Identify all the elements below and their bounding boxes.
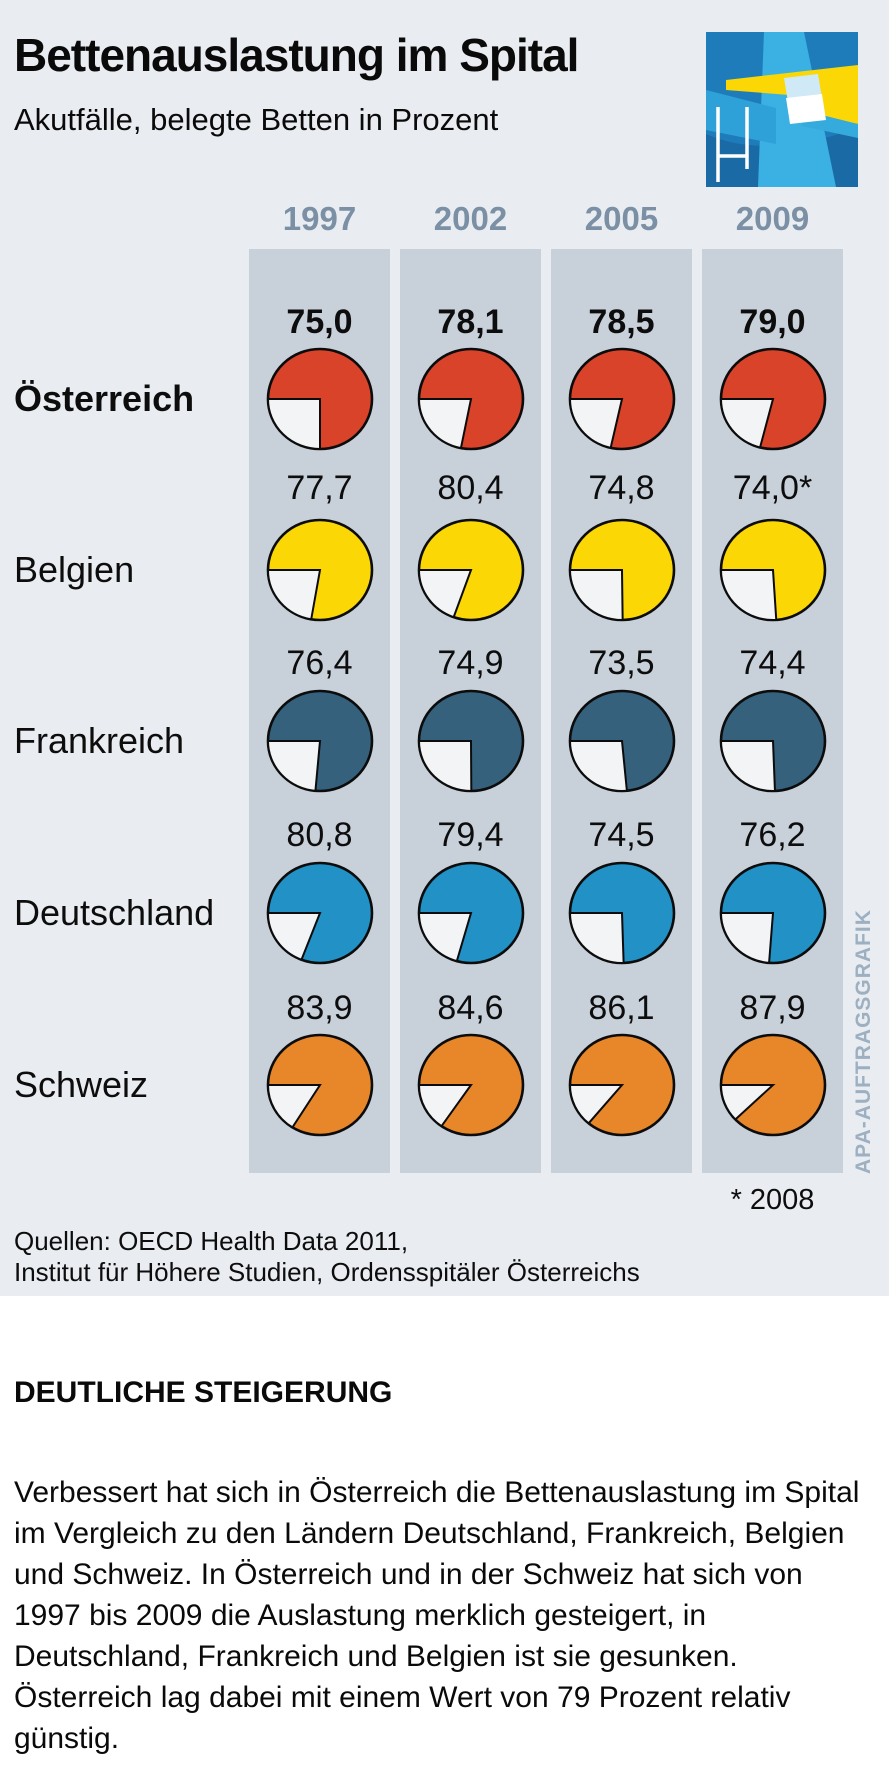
pie-chart (719, 518, 826, 622)
pie-empty-slice (568, 912, 625, 964)
logo-letter-h (716, 107, 749, 182)
country-label: Deutschland (14, 892, 215, 933)
pie-empty-slice (719, 569, 777, 621)
pie-chart (568, 347, 675, 451)
pie-chart (719, 347, 826, 451)
article-body: Verbessert hat sich in Österreich die Be… (14, 1476, 860, 1755)
pie-value-label: 74,8 (588, 469, 655, 507)
pie-empty-slice (417, 1084, 473, 1128)
logo-pale-square (784, 74, 822, 102)
pie-chart (719, 861, 826, 965)
pie-chart (417, 518, 524, 622)
pie-value-label: 84,6 (437, 989, 504, 1027)
pie-empty-slice (568, 740, 628, 792)
country-label: Schweiz (14, 1064, 149, 1105)
pie-empty-slice (719, 912, 774, 964)
chart-subtitle: Akutfälle, belegte Betten in Prozent (14, 102, 499, 137)
page-title: Bettenauslastung im Spital (14, 29, 579, 81)
pie-value-label: 73,5 (588, 644, 655, 682)
pie-value-label: 77,7 (286, 469, 353, 507)
pie-value-label: 83,9 (286, 989, 353, 1027)
pie-chart (266, 861, 373, 965)
pie-chart (266, 518, 373, 622)
pie-empty-slice (568, 569, 624, 622)
pie-empty-slice (266, 912, 321, 961)
country-label: Österreich (14, 378, 195, 419)
source-line-2: Institut für Höhere Studien, Ordensspitä… (14, 1257, 640, 1287)
year-label-2009: 2009 (735, 200, 810, 237)
logo-white-square (786, 94, 826, 124)
pie-value-label: 80,4 (437, 469, 504, 507)
pie-empty-slice (266, 1084, 322, 1129)
pie-value-label: 74,0* (732, 469, 813, 507)
source-credit: Quellen: OECD Health Data 2011, Institut… (14, 1226, 640, 1288)
footnote: * 2008 (730, 1184, 815, 1216)
pie-empty-slice (417, 398, 472, 450)
pie-chart (417, 689, 524, 793)
pie-chart (568, 861, 675, 965)
pie-value-label: 74,4 (739, 644, 806, 682)
pie-empty-slice (719, 740, 776, 792)
pie-value-label: 78,1 (437, 303, 504, 341)
pie-value-label: 78,5 (588, 303, 655, 341)
pie-chart (417, 347, 524, 451)
pie-value-label: 74,9 (437, 644, 504, 682)
pie-value-label: 79,4 (437, 816, 504, 854)
pie-chart (266, 689, 373, 793)
article-headline: DEUTLICHE STEIGERUNG (14, 1376, 393, 1409)
pie-chart (266, 347, 373, 451)
year-label-1997: 1997 (282, 200, 357, 237)
pie-value-label: 74,5 (588, 816, 655, 854)
pie-empty-slice (266, 569, 321, 621)
pie-empty-slice (417, 569, 472, 619)
country-label: Belgien (14, 549, 135, 590)
pie-value-label: 79,0 (739, 303, 806, 341)
logo-left-band (706, 90, 776, 144)
pie-chart (417, 861, 524, 965)
agency-watermark: APA-AUFTRAGSGRAFIK (852, 909, 875, 1174)
pie-chart (417, 1033, 524, 1137)
pie-value-label: 75,0 (286, 303, 353, 341)
pie-empty-slice (417, 740, 472, 793)
pie-empty-slice (266, 398, 321, 451)
year-label-2002: 2002 (433, 200, 508, 237)
hospital-logo (706, 32, 858, 187)
pie-chart (568, 689, 675, 793)
pie-value-label: 80,8 (286, 816, 353, 854)
pie-chart (719, 689, 826, 793)
source-line-1: Quellen: OECD Health Data 2011, (14, 1226, 409, 1256)
pie-empty-slice (266, 740, 321, 792)
pie-value-label: 86,1 (588, 989, 655, 1027)
pie-chart (719, 1033, 826, 1137)
country-label: Frankreich (14, 720, 185, 761)
pie-empty-slice (719, 398, 774, 449)
pie-chart (568, 1033, 675, 1137)
pie-empty-slice (568, 398, 623, 449)
pie-value-label: 76,4 (286, 644, 353, 682)
pie-chart (568, 518, 675, 622)
infographic-panel: Bettenauslastung im Spital Akutfälle, be… (0, 0, 889, 1296)
pie-empty-slice (719, 1084, 776, 1121)
pie-empty-slice (568, 1084, 624, 1125)
year-label-2005: 2005 (584, 200, 659, 237)
pie-chart (266, 1033, 373, 1137)
pie-empty-slice (417, 912, 472, 963)
pie-value-label: 87,9 (739, 989, 806, 1027)
pie-value-label: 76,2 (739, 816, 806, 854)
